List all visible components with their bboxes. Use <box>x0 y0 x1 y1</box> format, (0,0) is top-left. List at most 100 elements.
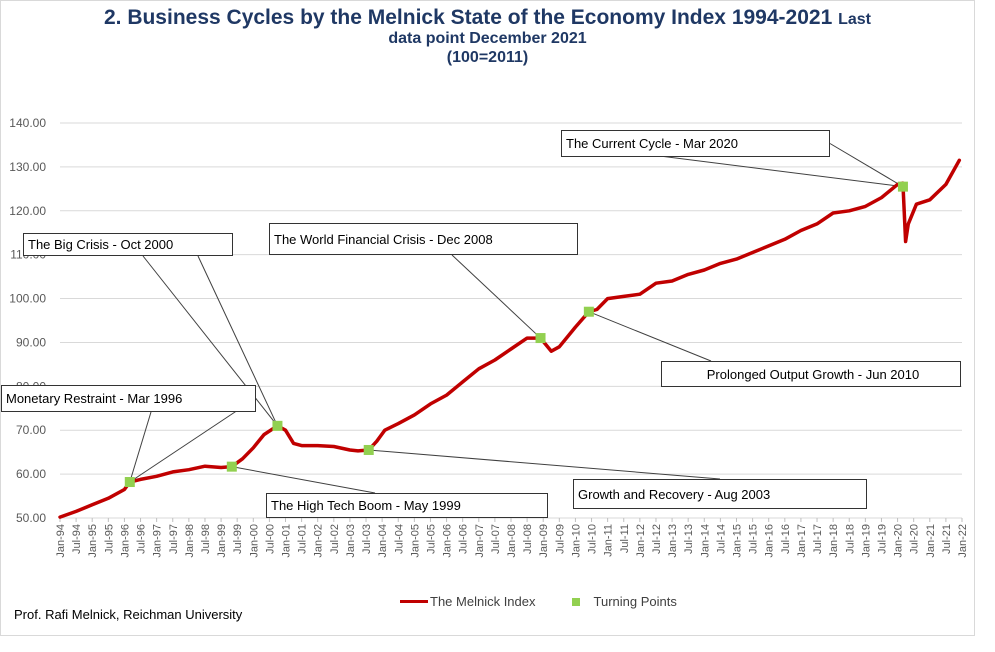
x-tick-label: Jul-00 <box>264 524 276 554</box>
legend-line-swatch <box>400 600 428 603</box>
title-line-2: data point December 2021 <box>388 30 587 48</box>
x-tick-label: Jul-18 <box>844 524 856 554</box>
callout-connector <box>197 255 278 427</box>
x-tick-label: Jan-05 <box>409 524 421 558</box>
x-tick-label: Jul-12 <box>651 524 663 554</box>
legend-index-label: The Melnick Index <box>430 594 536 609</box>
x-tick-label: Jul-13 <box>683 524 695 554</box>
x-tick-label: Jan-02 <box>313 524 325 558</box>
x-tick-label: Jan-06 <box>442 524 454 558</box>
title-line-3: (100=2011) <box>446 48 529 66</box>
x-tick-label: Jan-94 <box>55 524 67 558</box>
y-tick-label: 120.00 <box>9 204 46 218</box>
x-tick-label: Jul-07 <box>490 524 502 554</box>
callout-connector <box>231 466 376 494</box>
x-tick-label: Jan-07 <box>474 524 486 558</box>
x-tick-label: Jul-02 <box>329 524 341 554</box>
callout-connector <box>829 143 904 188</box>
x-tick-label: Jul-97 <box>168 524 180 554</box>
x-tick-label: Jul-21 <box>941 524 953 554</box>
chart-title: 2. Business Cycles by the Melnick State … <box>0 6 975 67</box>
x-tick-label: Jan-14 <box>699 524 711 558</box>
callout-world-financial-crisis: The World Financial Crisis - Dec 2008 <box>269 223 578 255</box>
turning-point-marker <box>535 333 546 344</box>
x-tick-label: Jan-22 <box>957 524 969 558</box>
x-tick-label: Jul-11 <box>619 524 631 553</box>
callout-monetary-restraint: Monetary Restraint - Mar 1996 <box>1 385 256 412</box>
callout-connector <box>588 311 712 362</box>
turning-point-marker <box>897 181 908 192</box>
x-tick-label: Jan-03 <box>345 524 357 558</box>
callout-big-crisis: The Big Crisis - Oct 2000 <box>23 233 233 256</box>
turning-point-marker <box>363 444 374 455</box>
x-tick-label: Jan-20 <box>893 524 905 558</box>
x-tick-label: Jan-15 <box>732 524 744 558</box>
x-tick-label: Jan-19 <box>860 524 872 558</box>
y-tick-label: 60.00 <box>16 467 46 481</box>
y-tick-label: 130.00 <box>9 160 46 174</box>
callout-prolonged-output-growth: Prolonged Output Growth - Jun 2010 <box>661 361 961 387</box>
y-tick-label: 90.00 <box>16 335 46 349</box>
x-tick-label: Jan-08 <box>506 524 518 558</box>
title-line-1: 2. Business Cycles by the Melnick State … <box>103 6 833 29</box>
callout-connector <box>129 411 152 483</box>
x-tick-label: Jan-17 <box>796 524 808 558</box>
y-tick-label: 50.00 <box>16 511 46 525</box>
legend: The Melnick Index Turning Points <box>400 594 677 609</box>
x-tick-label: Jul-08 <box>522 524 534 554</box>
x-tick-label: Jul-05 <box>425 524 437 554</box>
x-tick-label: Jul-95 <box>103 524 115 554</box>
title-line-1-tail: Last <box>838 11 872 28</box>
callout-connector <box>129 397 257 483</box>
author-credit: Prof. Rafi Melnick, Reichman University <box>14 607 243 622</box>
x-tick-label: Jan-09 <box>538 524 550 558</box>
x-tick-label: Jan-16 <box>764 524 776 558</box>
x-tick-label: Jan-13 <box>667 524 679 558</box>
x-tick-label: Jan-12 <box>635 524 647 558</box>
x-tick-label: Jan-98 <box>184 524 196 558</box>
x-tick-label: Jan-97 <box>152 524 164 558</box>
melnick-index-line <box>58 158 962 519</box>
x-tick-label: Jul-04 <box>393 524 405 554</box>
x-tick-label: Jan-01 <box>281 524 293 558</box>
x-tick-label: Jul-14 <box>715 524 727 554</box>
x-tick-label: Jan-21 <box>925 524 937 558</box>
x-tick-label: Jan-04 <box>377 524 389 558</box>
callout-current-cycle: The Current Cycle - Mar 2020 <box>561 130 830 157</box>
chart-frame <box>0 0 975 636</box>
x-tick-label: Jan-00 <box>248 524 260 558</box>
x-tick-label: Jul-96 <box>136 524 148 554</box>
x-tick-label: Jan-10 <box>570 524 582 558</box>
callout-connector <box>451 254 541 339</box>
y-tick-label: 100.00 <box>9 292 46 306</box>
x-tick-label: Jul-98 <box>200 524 212 554</box>
callout-growth-and-recovery: Growth and Recovery - Aug 2003 <box>573 479 867 509</box>
x-tick-label: Jan-99 <box>216 524 228 558</box>
x-tick-label: Jul-19 <box>876 524 888 554</box>
x-tick-label: Jul-17 <box>812 524 824 554</box>
callout-high-tech-boom: The High Tech Boom - May 1999 <box>266 493 548 518</box>
y-tick-label: 140.00 <box>9 116 46 130</box>
turning-point-marker <box>124 477 135 488</box>
x-tick-label: Jul-99 <box>232 524 244 554</box>
x-tick-label: Jul-15 <box>748 524 760 554</box>
x-tick-label: Jan-11 <box>603 524 615 557</box>
callout-connector <box>368 449 721 480</box>
x-tick-label: Jul-94 <box>71 524 83 554</box>
x-tick-label: Jul-16 <box>780 524 792 554</box>
x-tick-label: Jan-18 <box>828 524 840 558</box>
chart-svg: 50.0060.0070.0080.0090.00100.00110.00120… <box>9 116 969 558</box>
x-tick-label: Jul-06 <box>458 524 470 554</box>
x-tick-label: Jan-96 <box>119 524 131 558</box>
y-tick-label: 70.00 <box>16 423 46 437</box>
x-tick-label: Jul-10 <box>587 524 599 554</box>
legend-points-label: Turning Points <box>593 594 677 609</box>
x-tick-label: Jul-20 <box>909 524 921 554</box>
x-tick-label: Jul-09 <box>554 524 566 554</box>
x-tick-label: Jul-01 <box>297 524 309 554</box>
turning-point-marker <box>272 420 283 431</box>
turning-point-marker <box>583 306 594 317</box>
x-tick-label: Jul-03 <box>361 524 373 554</box>
legend-marker-swatch <box>571 597 580 606</box>
x-tick-label: Jan-95 <box>87 524 99 558</box>
